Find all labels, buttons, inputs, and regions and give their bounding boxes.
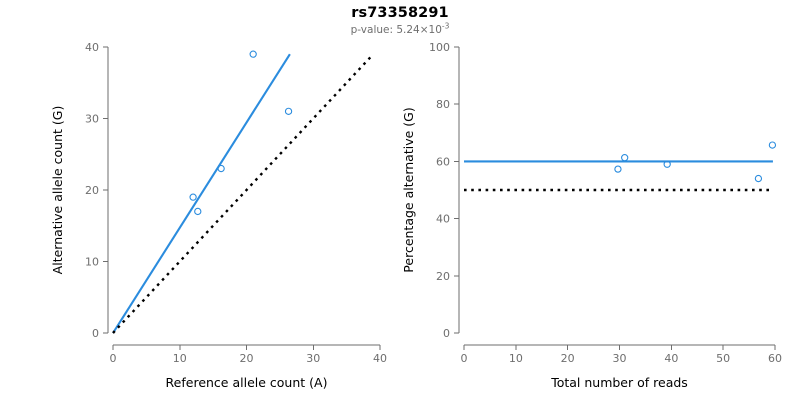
x-axis-title: Total number of reads <box>550 375 688 390</box>
data-point <box>249 50 257 58</box>
data-point <box>768 141 777 149</box>
data-point <box>614 165 622 173</box>
y-axis-title: Percentage alternative (G) <box>401 107 416 272</box>
scatter-panel-left: 0 10 20 30 40 0 10 20 30 40 Reference allele count… <box>50 41 387 390</box>
x-tick-label: 20 <box>240 352 254 365</box>
y-tick-label: 20 <box>85 184 99 197</box>
x-tick-label: 30 <box>613 352 627 365</box>
y-tick-label: 60 <box>436 155 450 168</box>
x-axis-title: Reference allele count (A) <box>166 375 328 390</box>
data-point <box>194 207 202 216</box>
y-tick-label: 40 <box>85 41 99 54</box>
x-tick-label: 40 <box>664 352 678 365</box>
data-point <box>189 193 197 201</box>
x-tick-label: 10 <box>509 352 523 365</box>
y-tick-label: 100 <box>429 41 450 54</box>
y-axis-title: Alternative allele count (G) <box>50 106 65 275</box>
x-tick-label: 60 <box>768 352 782 365</box>
x-tick-label: 10 <box>173 352 187 365</box>
x-tick-label: 50 <box>716 352 730 365</box>
data-point <box>621 154 629 162</box>
data-point <box>217 164 225 173</box>
y-tick-label: 40 <box>436 213 450 226</box>
y-tick-label: 0 <box>443 327 450 340</box>
y-tick-label: 10 <box>85 256 99 269</box>
x-tick-label: 40 <box>373 352 387 365</box>
x-tick-label: 20 <box>561 352 575 365</box>
y-tick-label: 30 <box>85 113 99 126</box>
x-tick-label: 30 <box>306 352 320 365</box>
scatter-panel-right: 0 20 40 60 80 100 0 10 20 30 40 50 60 Total number of… <box>400 0 800 400</box>
left-plot-canvas: 0 10 20 30 40 0 10 20 30 40 Reference allele count… <box>50 41 387 390</box>
x-tick-label: 0 <box>461 352 468 365</box>
fitted-line <box>112 53 291 334</box>
data-point <box>754 174 763 183</box>
right-plot-canvas: 0 20 40 60 80 100 0 10 20 30 40 50 60 Total number of… <box>401 41 782 390</box>
y-tick-label: 80 <box>436 98 450 111</box>
data-point <box>284 107 293 115</box>
x-tick-label: 0 <box>110 352 117 365</box>
data-point <box>663 160 671 168</box>
y-tick-label: 0 <box>92 327 99 340</box>
reference-line <box>112 53 375 334</box>
y-tick-label: 20 <box>436 270 450 283</box>
